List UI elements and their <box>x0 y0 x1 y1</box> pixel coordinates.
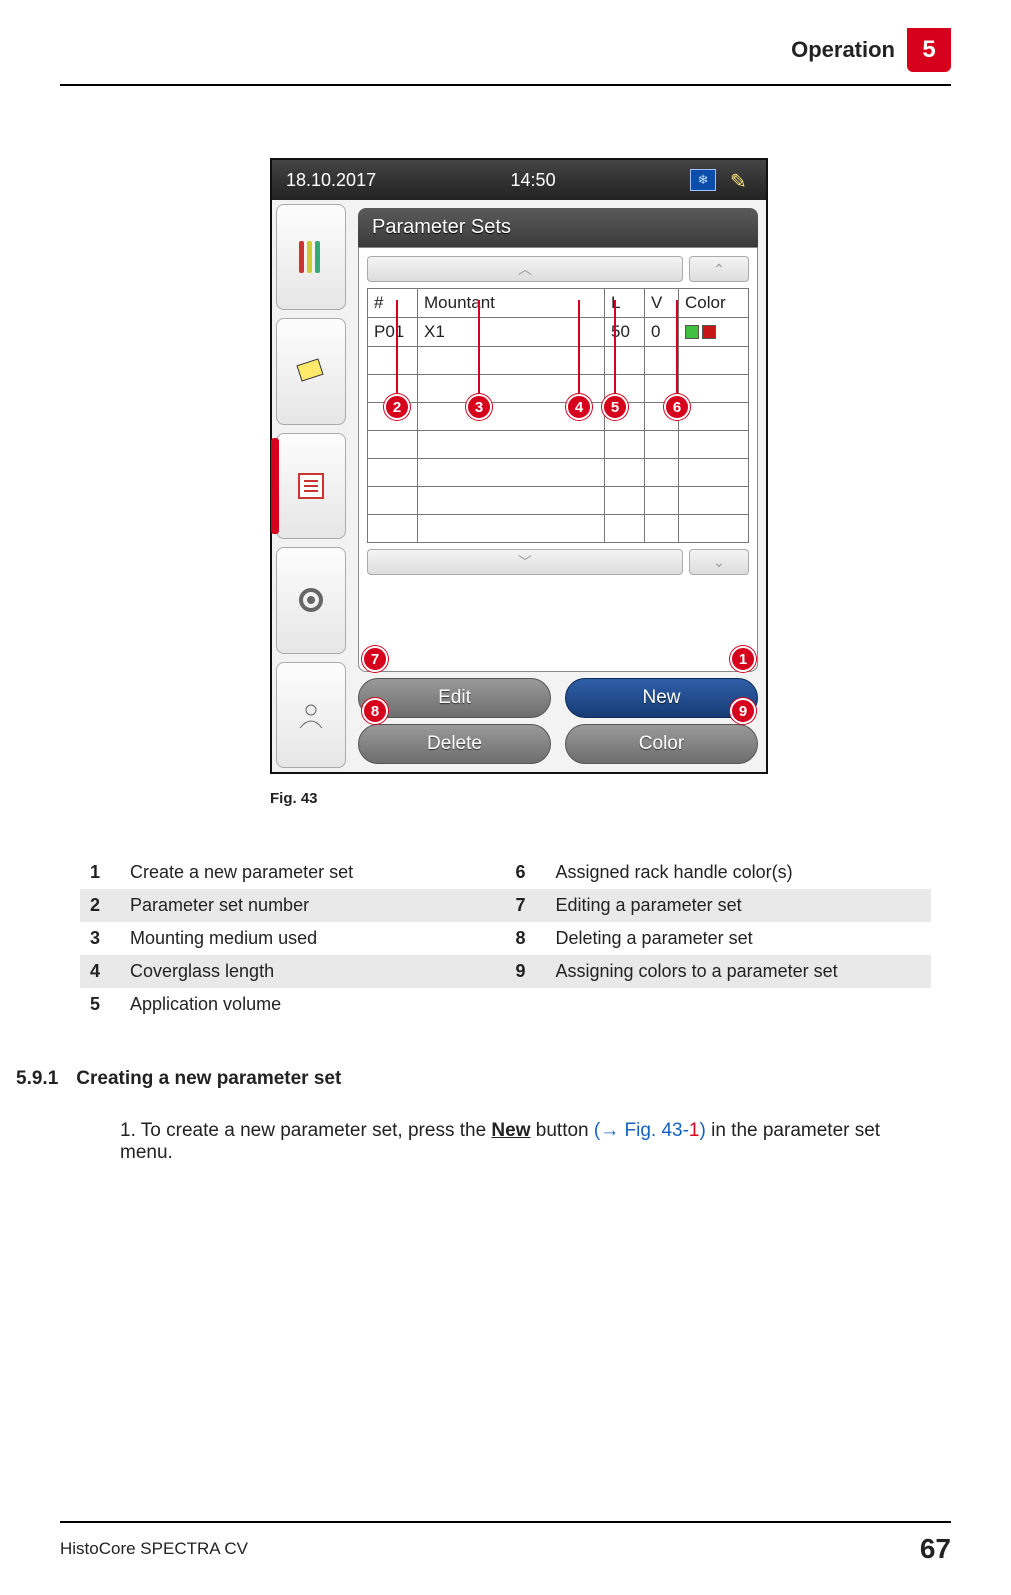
page-header: Operation 5 <box>791 28 951 72</box>
callout-marker: 5 <box>602 394 628 420</box>
sidebar <box>272 200 350 772</box>
col-color: Color <box>679 289 749 318</box>
callout-stem <box>478 300 480 406</box>
legend-text: Assigning colors to a parameter set <box>552 955 932 988</box>
cell-volume: 0 <box>645 318 679 347</box>
col-length: L <box>605 289 645 318</box>
table-row[interactable]: P01 X1 50 0 <box>368 318 749 347</box>
col-volume: V <box>645 289 679 318</box>
section-title: Operation <box>791 37 895 63</box>
user-icon: ✎ <box>730 169 752 191</box>
sidebar-item-settings[interactable] <box>276 547 346 653</box>
legend-text: Application volume <box>126 988 506 1021</box>
cell-mountant: X1 <box>418 318 605 347</box>
callout-legend: 1 Create a new parameter set 6 Assigned … <box>80 856 931 1021</box>
status-time: 14:50 <box>511 170 556 191</box>
callout-stem <box>396 300 398 406</box>
legend-num: 5 <box>80 988 126 1021</box>
callout-marker: 7 <box>362 646 388 672</box>
callout-marker: 9 <box>730 698 756 724</box>
sidebar-item-user[interactable] <box>276 662 346 768</box>
col-num: # <box>368 289 418 318</box>
ref-new: New <box>491 1120 530 1141</box>
color-swatch <box>685 325 699 339</box>
callout-marker: 2 <box>384 394 410 420</box>
legend-num: 3 <box>80 922 126 955</box>
callout-stem <box>676 300 678 406</box>
legend-text: Coverglass length <box>126 955 506 988</box>
callout-marker: 3 <box>466 394 492 420</box>
chapter-badge: 5 <box>907 28 951 72</box>
page-down-button[interactable]: ⌄ <box>689 549 749 575</box>
col-mountant: Mountant <box>418 289 605 318</box>
header-rule <box>60 84 951 86</box>
callout-marker: 4 <box>566 394 592 420</box>
panel-title: Parameter Sets <box>358 208 758 247</box>
color-swatch <box>702 325 716 339</box>
sidebar-item-parameters[interactable] <box>276 433 346 539</box>
cell-colors <box>679 318 749 347</box>
cell-num: P01 <box>368 318 418 347</box>
color-button[interactable]: Color <box>565 724 758 764</box>
callout-stem <box>614 300 616 406</box>
legend-text: Mounting medium used <box>126 922 506 955</box>
figure-reference: (→ Fig. 43-1) <box>594 1120 706 1141</box>
legend-num: 2 <box>80 889 126 922</box>
status-icon: ❄ <box>690 169 716 191</box>
section-title: Creating a new parameter set <box>76 1068 341 1090</box>
legend-text: Create a new parameter set <box>126 856 506 889</box>
legend-text: Assigned rack handle color(s) <box>552 856 932 889</box>
legend-text: Editing a parameter set <box>552 889 932 922</box>
callout-marker: 8 <box>362 698 388 724</box>
legend-num: 9 <box>506 955 552 988</box>
legend-text: Deleting a parameter set <box>552 922 932 955</box>
cell-length: 50 <box>605 318 645 347</box>
body-text: 1. To create a new parameter set, press … <box>120 1120 931 1164</box>
main-panel: Parameter Sets ︿ ⌃ # Mountant L V Color … <box>350 200 766 772</box>
step-number: 1. <box>120 1120 136 1141</box>
parameter-table: # Mountant L V Color P01 X1 50 0 <box>367 288 749 543</box>
sidebar-item-racks[interactable] <box>276 204 346 310</box>
status-bar: 18.10.2017 14:50 ❄ ✎ <box>272 160 766 200</box>
legend-num: 6 <box>506 856 552 889</box>
legend-num: 8 <box>506 922 552 955</box>
device-screenshot: 18.10.2017 14:50 ❄ ✎ Param <box>270 158 768 774</box>
scroll-up-button[interactable]: ︿ <box>367 256 683 282</box>
text: button <box>531 1120 594 1141</box>
scroll-down-button[interactable]: ﹀ <box>367 549 683 575</box>
footer-page: 67 <box>920 1533 951 1565</box>
status-date: 18.10.2017 <box>286 170 376 191</box>
section-number: 5.9.1 <box>16 1068 58 1090</box>
legend-num: 1 <box>80 856 126 889</box>
delete-button[interactable]: Delete <box>358 724 551 764</box>
callout-marker: 6 <box>664 394 690 420</box>
footer-rule <box>60 1521 951 1523</box>
text: To create a new parameter set, press the <box>141 1120 492 1141</box>
footer-product: HistoCore SPECTRA CV <box>60 1539 248 1559</box>
figure-caption: Fig. 43 <box>270 790 318 807</box>
callout-marker: 1 <box>730 646 756 672</box>
legend-num: 4 <box>80 955 126 988</box>
legend-num: 7 <box>506 889 552 922</box>
sidebar-item-slides[interactable] <box>276 318 346 424</box>
callout-stem <box>578 300 580 406</box>
legend-text: Parameter set number <box>126 889 506 922</box>
section-heading: 5.9.1 Creating a new parameter set <box>16 1068 341 1090</box>
page-up-button[interactable]: ⌃ <box>689 256 749 282</box>
